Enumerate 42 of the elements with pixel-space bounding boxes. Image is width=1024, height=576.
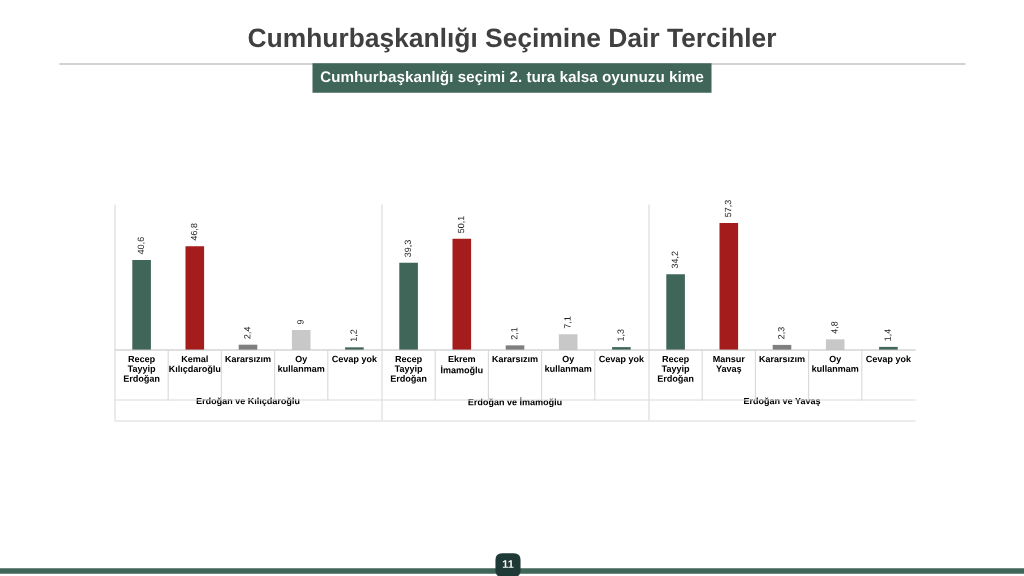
x-tick-label: Recep Tayyip Erdoğan <box>123 355 160 384</box>
data-label: 9 <box>297 319 304 325</box>
bar <box>132 259 151 350</box>
text: Cumhurbaşkanlığı Seçimine Dair Tercihler <box>248 27 777 53</box>
data-label: 2,4 <box>244 326 252 339</box>
x-tick-label: Cevap yok <box>866 355 911 364</box>
data-label: 46,8 <box>190 223 199 241</box>
data-label: 57,3 <box>724 200 733 217</box>
x-tick-label: Ekrem İmamoğlu <box>441 355 483 376</box>
data-label: 4,8 <box>831 321 839 334</box>
x-tick-label: Kemal Kılıçdaroğlu <box>169 355 221 374</box>
x-tick-label: Mansur Yavaş <box>713 355 745 374</box>
data-label: 39,3 <box>404 240 413 257</box>
x-axis-title: Erdoğan ve Kılıçdaroğlu <box>196 397 300 407</box>
x-axis-title: Erdoğan ve İmamoğlu <box>468 397 562 408</box>
x-tick-label: Cevap yok <box>332 355 377 364</box>
bar <box>452 238 472 350</box>
data-label: 2,3 <box>778 327 786 339</box>
bar <box>185 246 205 350</box>
data-label: 1,2 <box>350 329 358 342</box>
bar <box>399 262 418 350</box>
data-label: 50,1 <box>457 216 466 233</box>
x-tick-label: Oy kullanmam <box>545 355 592 372</box>
x-axis-title: Erdoğan ve Yavaş <box>744 397 821 407</box>
data-label: 40,6 <box>137 237 146 255</box>
data-label: 1,4 <box>884 329 892 341</box>
x-tick-label: Kararsızım <box>492 355 538 363</box>
bar <box>666 274 685 350</box>
data-label: 1,3 <box>617 329 625 341</box>
x-tick-label: Oy kullanmam <box>812 355 859 372</box>
x-tick-label: Kararsızım <box>225 355 271 363</box>
x-tick-label: Kararsızım <box>759 355 805 363</box>
x-tick-label: Recep Tayyip Erdoğan <box>390 355 427 384</box>
x-tick-label: Cevap yok <box>599 355 644 364</box>
x-tick-label: Oy kullanmam <box>278 355 325 372</box>
data-label: 7,1 <box>564 316 572 329</box>
text: 11 <box>502 560 514 568</box>
bar <box>719 222 739 350</box>
data-label: 34,2 <box>671 251 680 269</box>
text: Cumhurbaşkanlığı seçimi 2. tura kalsa oyunuzu kime <box>320 70 704 86</box>
x-tick-label: Recep Tayyip Erdoğan <box>657 355 694 384</box>
data-label: 2,1 <box>511 327 519 340</box>
